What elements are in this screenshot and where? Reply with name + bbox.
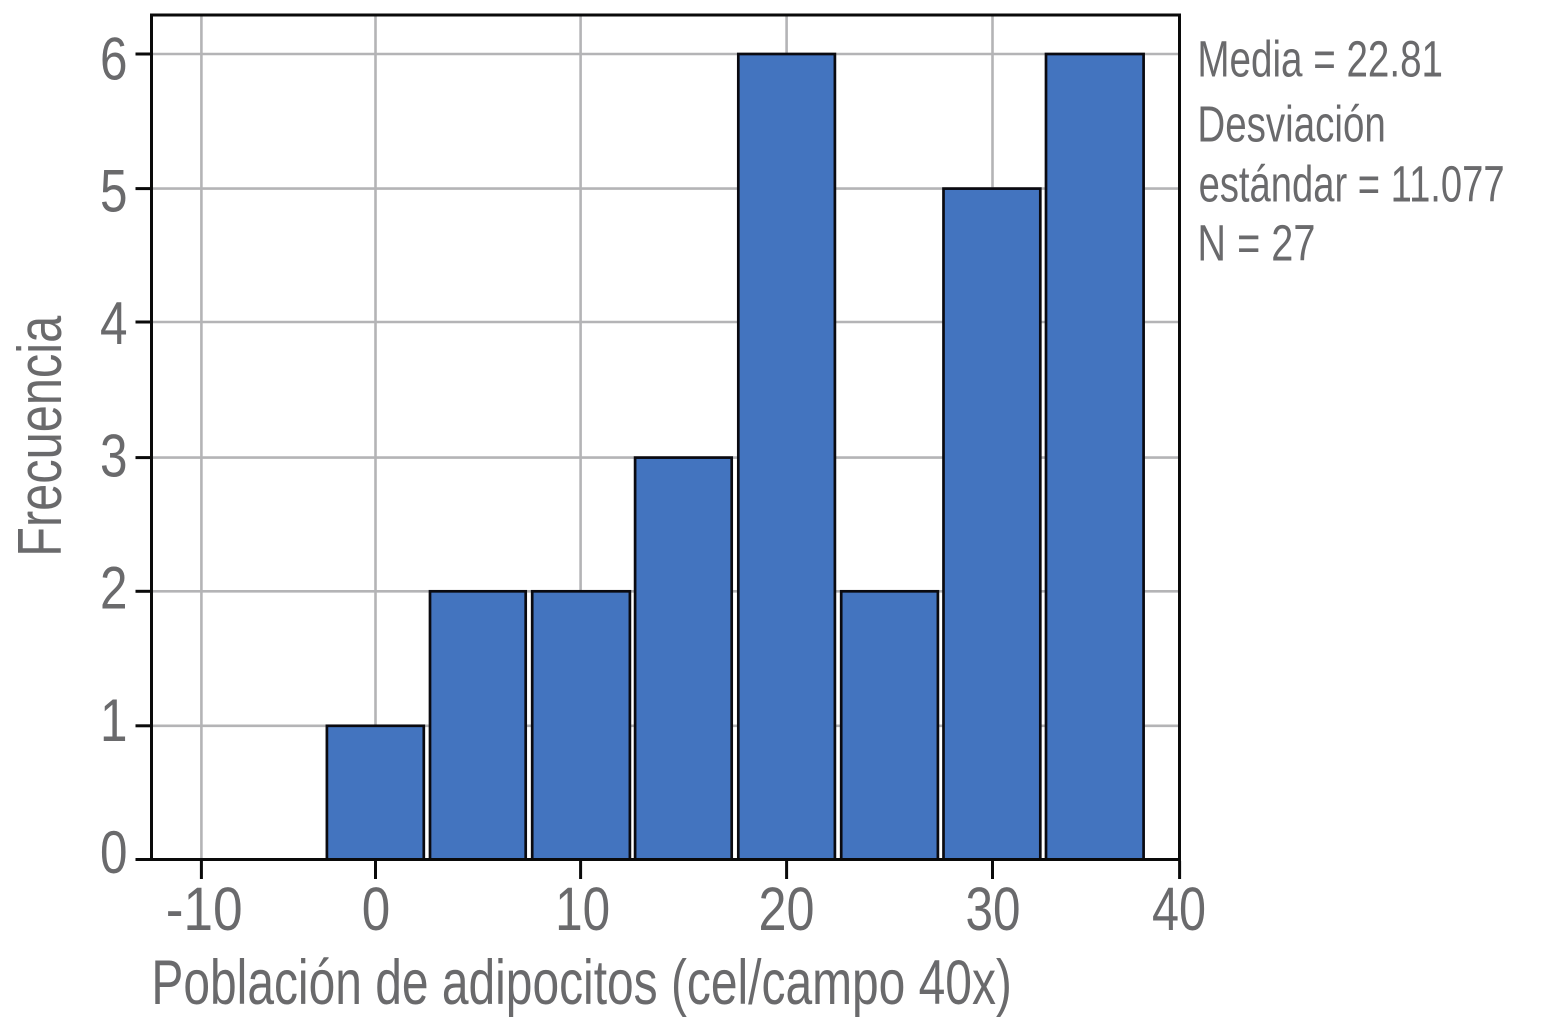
svg-text:6: 6	[100, 25, 128, 92]
svg-text:estándar = 11.077: estándar = 11.077	[1199, 156, 1505, 213]
svg-text:Media = 22.81: Media = 22.81	[1197, 31, 1443, 88]
svg-text:40: 40	[1152, 875, 1206, 943]
svg-text:20: 20	[759, 875, 815, 943]
svg-text:N = 27: N = 27	[1197, 215, 1315, 272]
svg-text:2: 2	[100, 555, 128, 622]
svg-text:5: 5	[100, 158, 128, 225]
svg-text:Frecuencia: Frecuencia	[6, 315, 75, 556]
svg-text:-10: -10	[166, 875, 243, 943]
svg-text:Población de adipocitos (cel/c: Población de adipocitos (cel/campo 40x)	[151, 948, 1012, 1018]
svg-text:10: 10	[555, 875, 610, 943]
svg-text:1: 1	[100, 687, 128, 754]
svg-text:Desviación: Desviación	[1197, 96, 1385, 153]
svg-text:4: 4	[100, 290, 128, 357]
svg-text:0: 0	[100, 819, 128, 886]
svg-text:30: 30	[966, 875, 1021, 943]
svg-text:0: 0	[362, 875, 391, 943]
svg-text:3: 3	[100, 422, 128, 489]
